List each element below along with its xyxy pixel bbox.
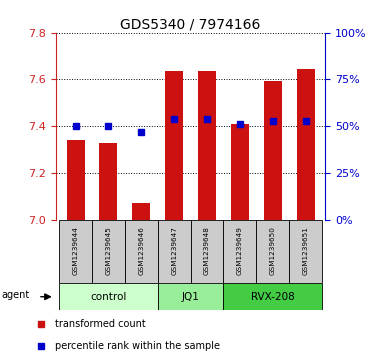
Text: transformed count: transformed count xyxy=(55,319,145,329)
Bar xyxy=(158,220,191,283)
Text: GSM1239647: GSM1239647 xyxy=(171,226,177,274)
Bar xyxy=(132,203,150,220)
Bar xyxy=(256,220,289,283)
Bar xyxy=(296,69,315,220)
Text: percentile rank within the sample: percentile rank within the sample xyxy=(55,341,219,351)
Bar xyxy=(289,220,322,283)
Bar xyxy=(59,283,158,310)
Bar xyxy=(264,81,282,220)
Text: GSM1239651: GSM1239651 xyxy=(303,226,309,274)
Bar xyxy=(231,124,249,220)
Text: RVX-208: RVX-208 xyxy=(251,292,295,302)
Text: control: control xyxy=(90,292,127,302)
Bar xyxy=(191,220,223,283)
Title: GDS5340 / 7974166: GDS5340 / 7974166 xyxy=(121,17,261,32)
Text: GSM1239645: GSM1239645 xyxy=(105,226,111,274)
Bar xyxy=(223,220,256,283)
Text: GSM1239650: GSM1239650 xyxy=(270,226,276,274)
Bar xyxy=(92,220,125,283)
Text: JQ1: JQ1 xyxy=(182,292,199,302)
Bar xyxy=(99,143,117,220)
Bar xyxy=(198,71,216,220)
Bar xyxy=(158,283,223,310)
Text: GSM1239644: GSM1239644 xyxy=(72,226,79,274)
Text: GSM1239649: GSM1239649 xyxy=(237,226,243,274)
Bar xyxy=(67,140,85,220)
Bar xyxy=(165,71,183,220)
Bar xyxy=(223,283,322,310)
Text: GSM1239648: GSM1239648 xyxy=(204,226,210,274)
Bar xyxy=(59,220,92,283)
Text: agent: agent xyxy=(1,290,29,301)
Bar xyxy=(125,220,158,283)
Text: GSM1239646: GSM1239646 xyxy=(138,226,144,274)
